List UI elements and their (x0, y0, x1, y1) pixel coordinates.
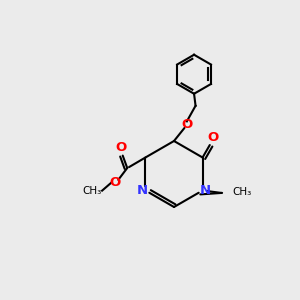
Text: O: O (181, 118, 193, 131)
Text: CH₃: CH₃ (82, 186, 102, 196)
Text: O: O (115, 141, 126, 154)
Text: CH₃: CH₃ (232, 187, 251, 197)
Text: N: N (137, 184, 148, 197)
Text: O: O (208, 131, 219, 144)
Text: N: N (200, 184, 211, 197)
Text: O: O (109, 176, 120, 189)
